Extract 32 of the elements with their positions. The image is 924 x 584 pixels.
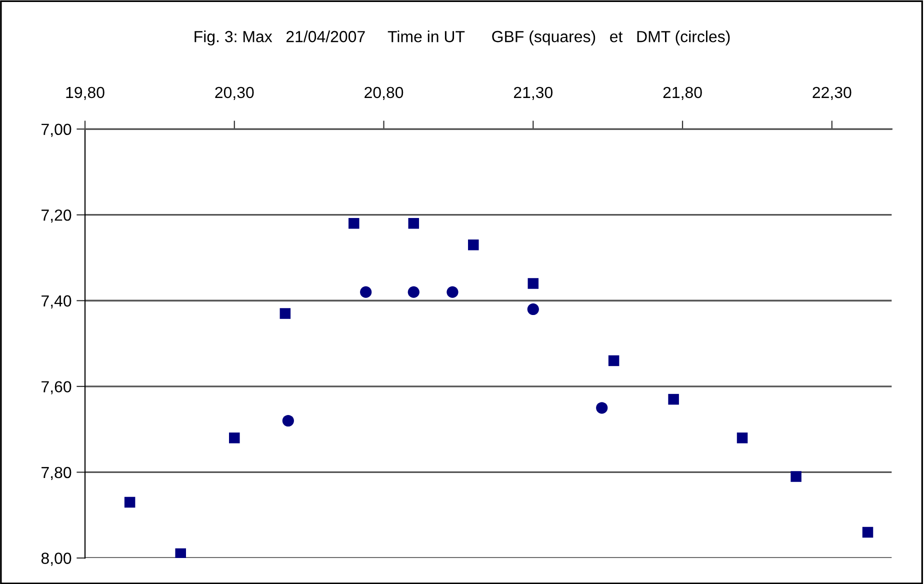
point [282, 414, 294, 427]
point [608, 355, 620, 366]
point [124, 496, 136, 508]
x-tick-label: 21,30 [514, 86, 553, 100]
x-tick-label: 20,30 [215, 86, 254, 100]
point [175, 548, 186, 558]
y-tick-label: 7,40 [42, 295, 72, 308]
x-tick-label: 21,80 [663, 86, 702, 100]
chart-title: Fig. 3: Max 21/04/2007 Time in UT GBF (squares) et DMT (circles) [194, 30, 730, 46]
x-tick-label: 19,80 [66, 86, 104, 100]
y-tick-label: 7,20 [42, 209, 72, 223]
point [446, 286, 458, 298]
point [468, 240, 479, 250]
point [790, 471, 802, 482]
x-tick-label: 20,80 [364, 86, 404, 100]
point [280, 308, 291, 319]
y-tick-label: 7,00 [42, 124, 72, 137]
y-tick-label: 8,00 [41, 552, 72, 566]
point [408, 218, 420, 229]
point [668, 394, 679, 405]
point [736, 432, 748, 444]
y-tick-label: 7,60 [42, 381, 72, 394]
point [862, 526, 874, 538]
point [528, 278, 539, 289]
point [348, 218, 360, 229]
point [596, 402, 608, 414]
point [408, 286, 420, 298]
point [229, 432, 240, 444]
y-tick-label: 7,80 [42, 466, 72, 480]
x-tick-label: 22,30 [812, 86, 852, 100]
point [527, 303, 539, 316]
point [360, 286, 372, 298]
